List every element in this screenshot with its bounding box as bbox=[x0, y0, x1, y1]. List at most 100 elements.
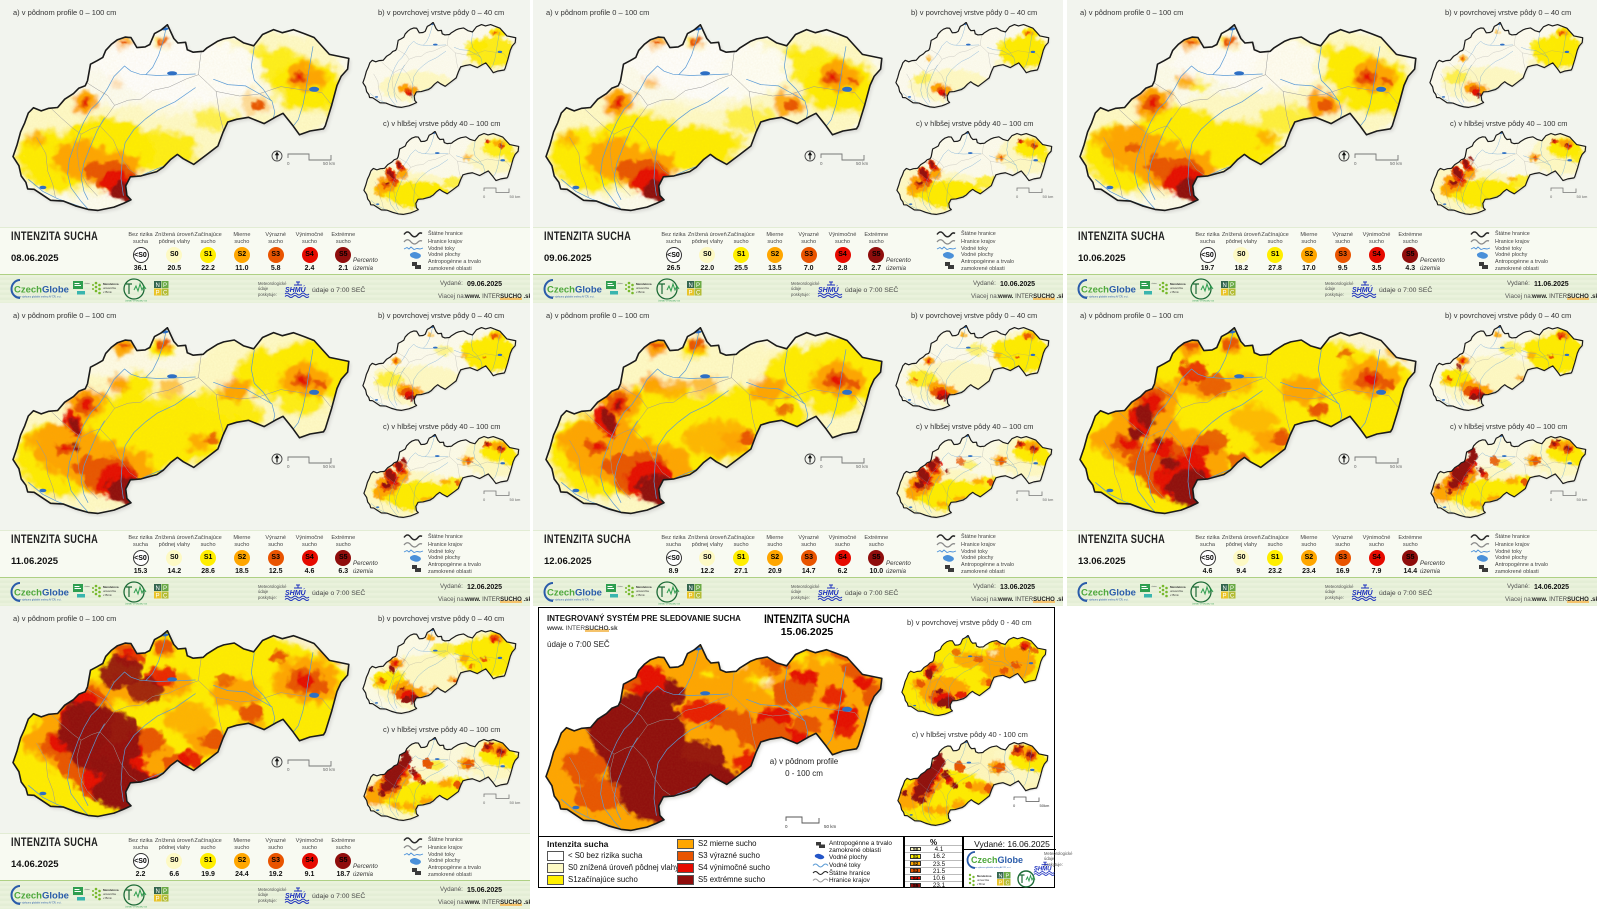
svg-text:P: P bbox=[156, 291, 160, 297]
svg-text:v Brně: v Brně bbox=[977, 882, 986, 886]
svg-text:50 km: 50 km bbox=[323, 464, 336, 469]
svg-text:v Brně: v Brně bbox=[636, 593, 645, 597]
svg-text:v Brně: v Brně bbox=[103, 593, 112, 597]
svg-text:50 km: 50 km bbox=[510, 194, 522, 199]
svg-text:ústav: ústav bbox=[1152, 585, 1158, 588]
svg-text:C: C bbox=[163, 594, 168, 600]
svg-text:ÚSTAV VÝSKUMU GZ: ÚSTAV VÝSKUMU GZ bbox=[658, 603, 681, 606]
svg-text:SHMÚ: SHMÚ bbox=[1352, 588, 1374, 597]
svg-text:Mendelova: Mendelova bbox=[103, 888, 119, 892]
svg-text:P: P bbox=[163, 586, 167, 592]
svg-text:Ústav výzkumu globální změny A: Ústav výzkumu globální změny AV ČR, v.v.… bbox=[548, 296, 595, 299]
svg-text:C: C bbox=[163, 291, 168, 297]
svg-text:Ústav výzkumu globální změny A: Ústav výzkumu globální změny AV ČR, v.v.… bbox=[1082, 599, 1129, 602]
svg-text:50 km: 50 km bbox=[1577, 497, 1589, 502]
svg-text:N: N bbox=[1223, 586, 1227, 592]
svg-text:CzechGlobe: CzechGlobe bbox=[971, 855, 1023, 865]
svg-text:Mendelova: Mendelova bbox=[977, 874, 992, 878]
svg-text:P: P bbox=[689, 594, 693, 600]
svg-text:Mendelova: Mendelova bbox=[636, 585, 652, 589]
svg-text:ústav: ústav bbox=[1152, 282, 1158, 285]
svg-text:0: 0 bbox=[483, 800, 486, 805]
svg-text:SHMÚ: SHMÚ bbox=[285, 588, 307, 597]
svg-text:CzechGlobe: CzechGlobe bbox=[1081, 588, 1136, 599]
svg-text:SHMÚ: SHMÚ bbox=[818, 285, 840, 294]
svg-text:0: 0 bbox=[287, 464, 290, 469]
svg-text:univerzita: univerzita bbox=[103, 892, 116, 896]
svg-text:N: N bbox=[1223, 283, 1227, 289]
svg-text:univerzita: univerzita bbox=[103, 286, 116, 290]
svg-text:ÚSTAV VÝSKUMU GZ: ÚSTAV VÝSKUMU GZ bbox=[1192, 603, 1215, 606]
svg-text:0: 0 bbox=[1354, 161, 1357, 166]
svg-text:ústav: ústav bbox=[85, 888, 91, 891]
svg-text:P: P bbox=[156, 897, 160, 903]
svg-text:P: P bbox=[696, 586, 700, 592]
svg-text:CzechGlobe: CzechGlobe bbox=[14, 891, 69, 902]
svg-text:univerzita: univerzita bbox=[103, 589, 116, 593]
svg-text:C: C bbox=[163, 897, 168, 903]
svg-text:C: C bbox=[696, 291, 701, 297]
svg-text:univerzita: univerzita bbox=[1170, 589, 1183, 593]
svg-text:0: 0 bbox=[287, 767, 290, 772]
svg-text:Ústav výzkumu globální změny A: Ústav výzkumu globální změny AV ČR, v.v.… bbox=[1082, 296, 1129, 299]
svg-text:Mendelova: Mendelova bbox=[636, 282, 652, 286]
svg-text:P: P bbox=[1230, 586, 1234, 592]
svg-text:CzechGlobe: CzechGlobe bbox=[14, 285, 69, 296]
svg-text:CzechGlobe: CzechGlobe bbox=[14, 588, 69, 599]
svg-text:0: 0 bbox=[483, 497, 486, 502]
svg-text:50 km: 50 km bbox=[1043, 194, 1055, 199]
svg-text:0: 0 bbox=[287, 161, 290, 166]
svg-text:0: 0 bbox=[1013, 803, 1016, 808]
svg-text:P: P bbox=[156, 594, 160, 600]
svg-text:v Brně: v Brně bbox=[103, 290, 112, 294]
svg-text:univerzita: univerzita bbox=[636, 589, 649, 593]
svg-text:0: 0 bbox=[1550, 497, 1553, 502]
svg-text:P: P bbox=[999, 881, 1003, 887]
svg-text:P: P bbox=[696, 283, 700, 289]
svg-text:50 km: 50 km bbox=[1043, 497, 1055, 502]
svg-text:ÚSTAV VÝSKUMU GZ: ÚSTAV VÝSKUMU GZ bbox=[125, 300, 148, 303]
svg-text:ÚSTAV VÝSKUMU GZ: ÚSTAV VÝSKUMU GZ bbox=[1192, 300, 1215, 303]
svg-text:0: 0 bbox=[1016, 194, 1019, 199]
svg-text:50 km: 50 km bbox=[323, 767, 336, 772]
svg-text:N: N bbox=[156, 283, 160, 289]
svg-text:ústav: ústav bbox=[85, 282, 91, 285]
svg-text:ÚSTAV VÝSKUMU GZ: ÚSTAV VÝSKUMU GZ bbox=[125, 906, 148, 909]
svg-text:v Brně: v Brně bbox=[1170, 290, 1179, 294]
svg-text:CzechGlobe: CzechGlobe bbox=[547, 588, 602, 599]
svg-text:0: 0 bbox=[820, 464, 823, 469]
svg-text:Ústav výzkumu globální změny A: Ústav výzkumu globální změny AV ČR, v.v.… bbox=[15, 296, 62, 299]
svg-text:P: P bbox=[1223, 594, 1227, 600]
svg-text:50 km: 50 km bbox=[856, 464, 869, 469]
svg-text:ÚSTAV VÝSKUMU GZ: ÚSTAV VÝSKUMU GZ bbox=[658, 300, 681, 303]
svg-text:ÚSTAV VÝSKUMU GZ: ÚSTAV VÝSKUMU GZ bbox=[125, 603, 148, 606]
svg-text:N: N bbox=[999, 874, 1003, 880]
svg-text:50 km: 50 km bbox=[323, 161, 336, 166]
svg-text:SHMÚ: SHMÚ bbox=[285, 891, 307, 900]
svg-text:50 km: 50 km bbox=[1577, 194, 1589, 199]
svg-text:P: P bbox=[1230, 283, 1234, 289]
svg-text:CzechGlobe: CzechGlobe bbox=[547, 285, 602, 296]
svg-text:0: 0 bbox=[1550, 194, 1553, 199]
svg-text:P: P bbox=[1006, 874, 1010, 880]
svg-text:0: 0 bbox=[785, 824, 788, 829]
svg-text:50 km: 50 km bbox=[856, 161, 869, 166]
svg-text:SHMÚ: SHMÚ bbox=[1352, 285, 1374, 294]
svg-text:CzechGlobe: CzechGlobe bbox=[1081, 285, 1136, 296]
svg-text:Mendelova: Mendelova bbox=[103, 585, 119, 589]
svg-text:univerzita: univerzita bbox=[1170, 286, 1183, 290]
svg-text:N: N bbox=[689, 283, 693, 289]
svg-text:v Brně: v Brně bbox=[103, 896, 112, 900]
svg-text:univerzita: univerzita bbox=[977, 878, 989, 882]
svg-text:Ústav výzkumu globální změny A: Ústav výzkumu globální změny AV ČR, v.v.… bbox=[15, 599, 62, 602]
svg-text:Mendelova: Mendelova bbox=[1170, 585, 1186, 589]
svg-text:v Brně: v Brně bbox=[636, 290, 645, 294]
svg-text:univerzita: univerzita bbox=[636, 286, 649, 290]
svg-text:P: P bbox=[1223, 291, 1227, 297]
svg-text:C: C bbox=[696, 594, 701, 600]
svg-text:N: N bbox=[156, 586, 160, 592]
svg-text:50 km: 50 km bbox=[1390, 464, 1403, 469]
svg-text:v Brně: v Brně bbox=[1170, 593, 1179, 597]
svg-text:50 km: 50 km bbox=[824, 824, 837, 829]
svg-text:Ústav výzkumu globální změny A: Ústav výzkumu globální změny AV ČR, v.v.… bbox=[548, 599, 595, 602]
